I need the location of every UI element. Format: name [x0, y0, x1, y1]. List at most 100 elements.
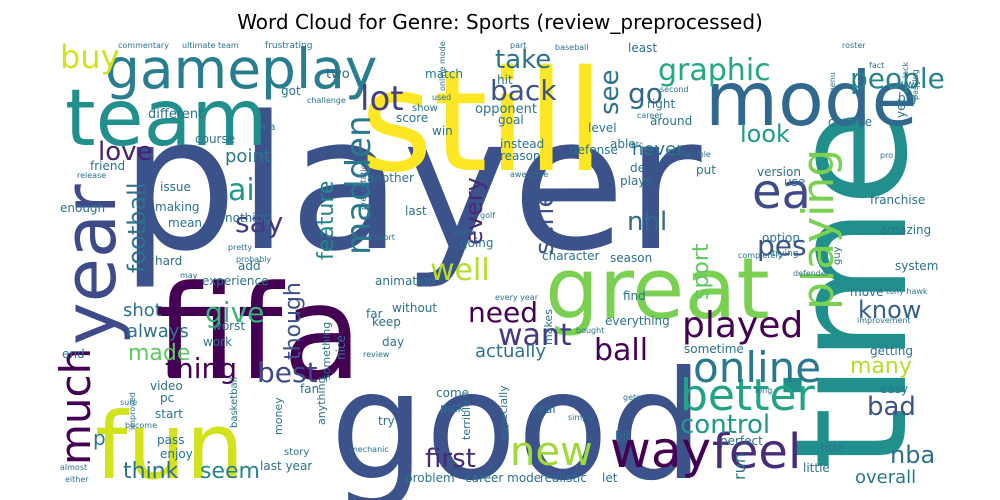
word-last-year: last year: [260, 459, 312, 473]
word-right: right: [647, 97, 675, 111]
word-good: good: [330, 340, 704, 500]
word-release: release: [77, 171, 106, 180]
word-either: either: [65, 475, 89, 484]
word-well: well: [430, 253, 490, 288]
word-time: time: [756, 109, 943, 470]
word-run: run: [730, 453, 749, 480]
word-think: think: [123, 459, 179, 484]
word-many: many: [850, 354, 912, 379]
word-see: see: [595, 69, 625, 115]
word-pick: pick: [440, 401, 465, 415]
word-great: great: [545, 240, 770, 339]
word-probably: probably: [236, 255, 271, 264]
word-used: used: [432, 93, 451, 102]
word-video: video: [150, 379, 183, 393]
word-wwe: wwe: [898, 79, 921, 90]
word-need: need: [468, 296, 538, 329]
word-try: try: [378, 414, 395, 428]
word-gets: gets: [623, 393, 640, 402]
chart-title: Word Cloud for Genre: Sports (review_pre…: [237, 10, 763, 34]
word-online: online: [693, 343, 821, 392]
word-tony-hawk: tony hawk: [886, 287, 928, 296]
word-improved: improved: [128, 392, 137, 430]
word-little: little: [803, 461, 830, 475]
word-year: year: [48, 184, 132, 345]
word-ultimate-team: ultimate team: [182, 41, 239, 50]
word-commentary: commentary: [118, 41, 169, 50]
word-far: far: [366, 307, 383, 321]
word-mean: mean: [168, 216, 202, 230]
word-worst: worst: [212, 319, 245, 333]
word-version: version: [757, 165, 801, 179]
word-enjoy: enjoy: [160, 447, 193, 461]
word-two: two: [326, 67, 350, 82]
word-people: people: [850, 62, 945, 95]
word-still: still: [360, 41, 605, 204]
word-amazing: amazing: [880, 223, 931, 237]
word-experience: experience: [202, 274, 269, 288]
word-look: look: [740, 120, 790, 148]
word-lot: lot: [360, 79, 404, 119]
word-guy: guy: [832, 246, 843, 265]
word-another: another: [367, 171, 414, 185]
word-point: point: [225, 146, 271, 167]
word-match: match: [425, 67, 463, 81]
word-course: course: [195, 132, 235, 146]
word-awesome: awesome: [510, 170, 548, 179]
word-fan: fan: [300, 382, 319, 396]
word-day: day: [382, 335, 404, 349]
word-bought: bought: [576, 326, 604, 335]
word-show: show: [412, 103, 438, 114]
word-every-year: every year: [495, 293, 539, 302]
word-become: become: [125, 421, 157, 430]
word-seem: seem: [200, 459, 260, 484]
word-plays: plays: [620, 174, 652, 188]
word-going: going: [460, 236, 494, 250]
word-season: season: [610, 251, 652, 265]
word-bit: bit: [615, 429, 631, 443]
word-come: come: [436, 386, 469, 400]
word-never: never: [632, 139, 684, 160]
word-getting: getting: [870, 344, 913, 358]
word-best: best: [257, 356, 318, 389]
word-work: work: [203, 335, 232, 349]
word-overall: overall: [855, 467, 916, 488]
word-thing: thing: [165, 352, 237, 385]
word-pro: pro: [880, 151, 893, 160]
word-long: long: [755, 386, 772, 395]
word-least: least: [628, 41, 657, 55]
word-horrible: horrible: [680, 150, 711, 159]
word-friend: friend: [90, 159, 125, 173]
word-goal: goal: [498, 113, 524, 127]
word-love: love: [98, 137, 153, 167]
word-last: last: [405, 204, 427, 218]
word-franchise: franchise: [870, 193, 925, 207]
word-football: football: [123, 182, 151, 273]
word-frustrating: frustrating: [265, 41, 312, 51]
word-serie: serie: [530, 192, 560, 255]
word-real: real: [533, 402, 556, 416]
word-terrible: terrible: [460, 400, 473, 440]
word-made: made: [128, 341, 190, 366]
word-though: though: [281, 282, 306, 360]
word-nice: nice: [334, 335, 348, 360]
word-fifa: fifa: [155, 257, 362, 409]
word-title: title: [820, 441, 843, 455]
word-mechanic: mechanic: [350, 445, 389, 454]
word-say: say: [235, 206, 283, 239]
word-new: new: [510, 429, 593, 475]
word-career: career: [637, 111, 663, 120]
word-story: story: [284, 447, 309, 458]
word-every: every: [460, 177, 488, 245]
word-without: without: [392, 301, 437, 315]
word-ai: ai: [228, 173, 255, 208]
word-money: money: [272, 397, 285, 435]
word-back: back: [490, 74, 557, 107]
word-pes: pes: [757, 229, 807, 262]
word-improvement: improvement: [857, 316, 911, 325]
word-buy: buy: [60, 38, 120, 76]
word-always: always: [127, 321, 189, 342]
word-played: played: [682, 305, 803, 346]
word-level: level: [588, 121, 617, 135]
word-option: option: [762, 231, 800, 245]
